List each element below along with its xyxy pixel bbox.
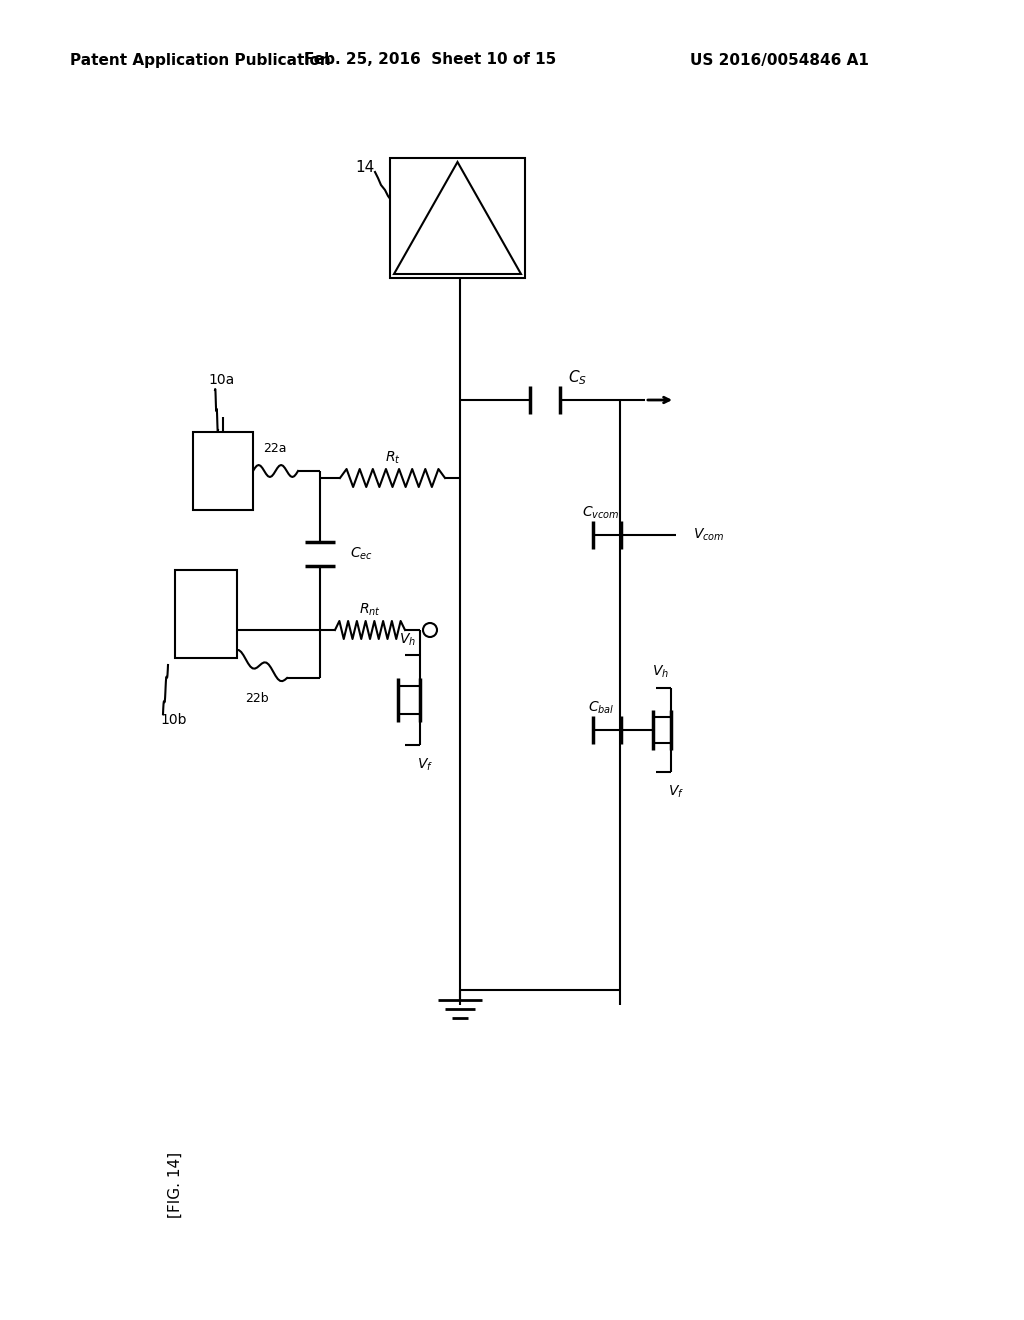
- Polygon shape: [394, 162, 521, 275]
- Text: $V_f$: $V_f$: [417, 756, 433, 774]
- Text: 22b: 22b: [245, 692, 269, 705]
- Text: $C_{ec}$: $C_{ec}$: [350, 545, 373, 562]
- Bar: [175, 570, 237, 657]
- Text: $V_h$: $V_h$: [652, 664, 670, 680]
- Text: $V_h$: $V_h$: [399, 632, 417, 648]
- Text: $C_S$: $C_S$: [568, 368, 588, 387]
- Bar: [193, 432, 253, 510]
- Text: Feb. 25, 2016  Sheet 10 of 15: Feb. 25, 2016 Sheet 10 of 15: [304, 53, 556, 67]
- Text: [FIG. 14]: [FIG. 14]: [168, 1152, 182, 1218]
- Text: $V_{com}$: $V_{com}$: [693, 527, 725, 544]
- Text: $V_f$: $V_f$: [668, 784, 684, 800]
- Text: $R_t$: $R_t$: [385, 450, 400, 466]
- Text: 10a: 10a: [208, 374, 234, 387]
- Text: US 2016/0054846 A1: US 2016/0054846 A1: [690, 53, 869, 67]
- Text: 14: 14: [355, 161, 374, 176]
- Text: 22a: 22a: [263, 442, 287, 455]
- Text: $C_{bal}$: $C_{bal}$: [588, 700, 614, 717]
- Text: 10b: 10b: [160, 713, 186, 727]
- Text: $C_{vcom}$: $C_{vcom}$: [583, 504, 620, 521]
- Text: $R_{nt}$: $R_{nt}$: [359, 602, 381, 618]
- Text: Patent Application Publication: Patent Application Publication: [70, 53, 331, 67]
- Bar: [390, 158, 525, 279]
